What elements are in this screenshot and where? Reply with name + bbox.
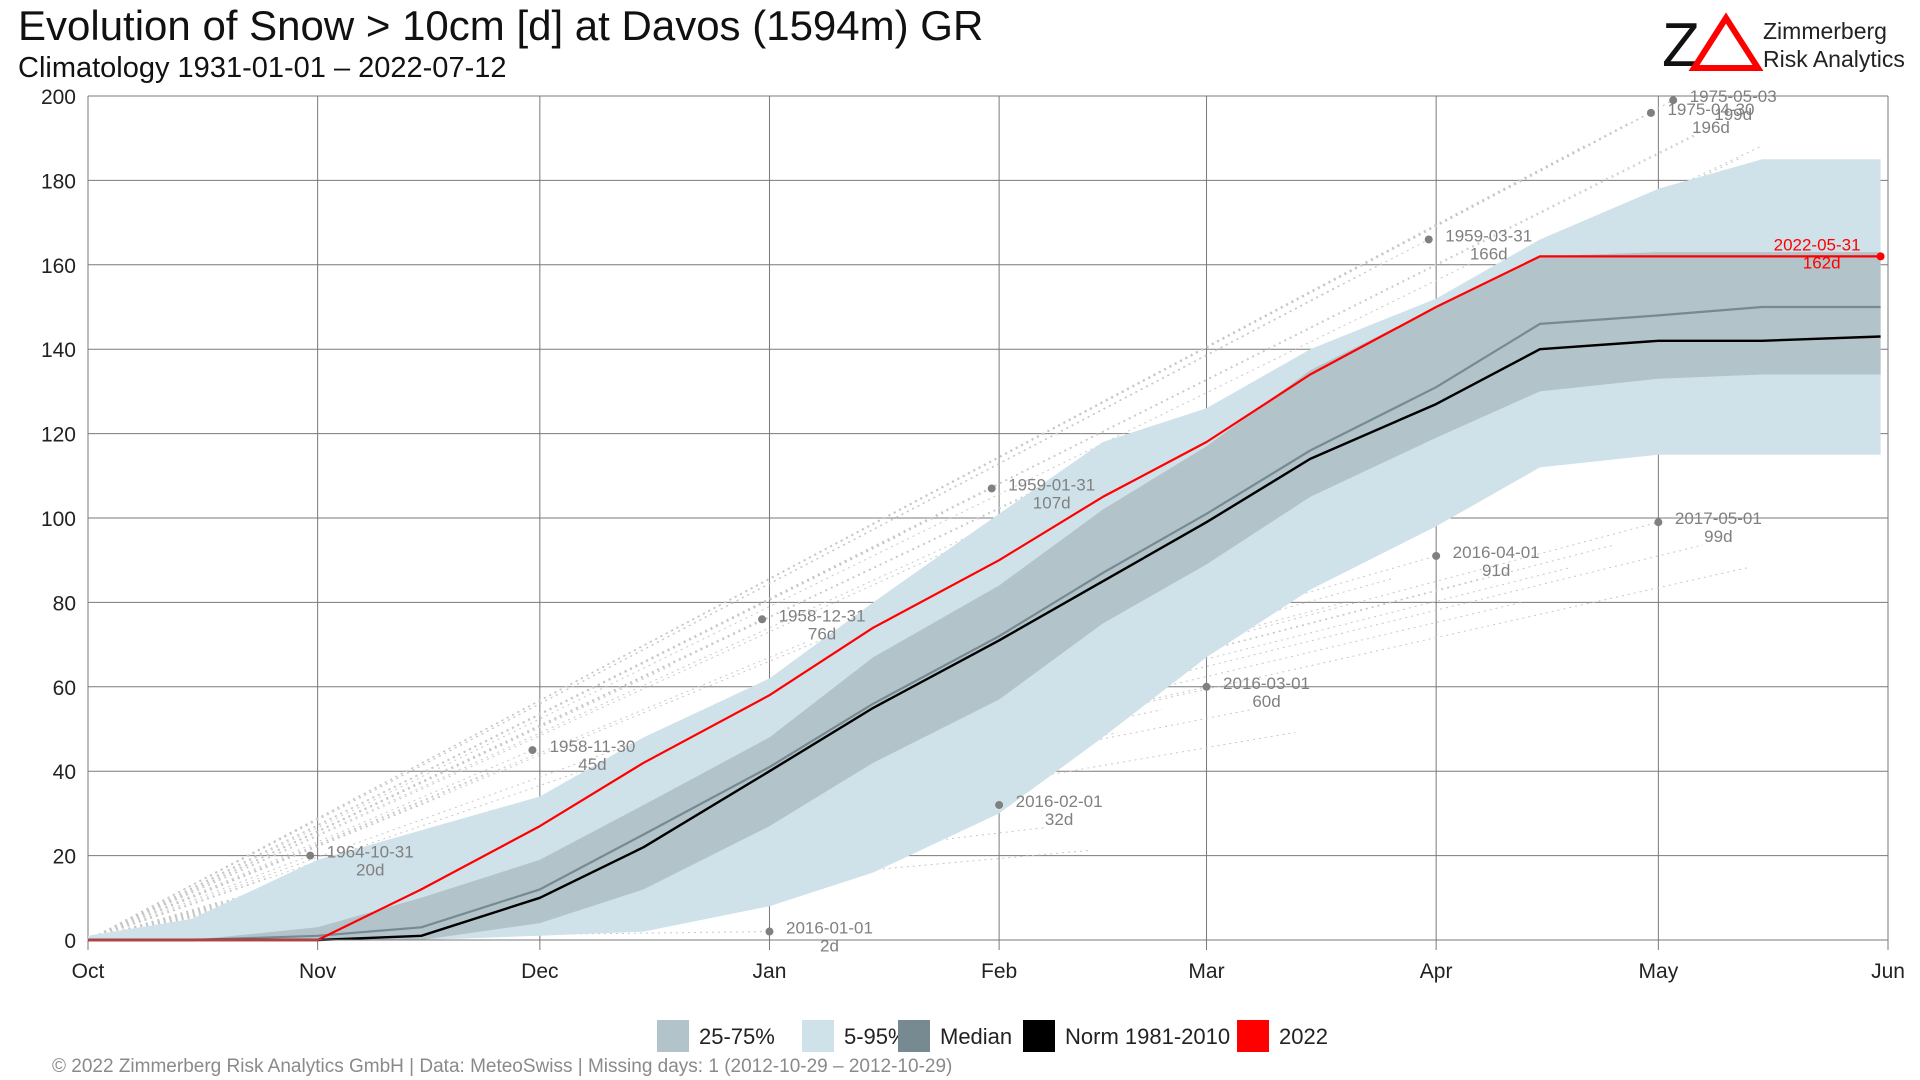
y-tick-label: 140	[41, 339, 76, 362]
band-25-75	[88, 252, 1881, 941]
annotation-value: 20d	[356, 861, 384, 880]
norm-line	[88, 335, 1881, 942]
x-tick-label: Dec	[521, 960, 558, 983]
chart-area: 0 20 40 60 80 100 120 140 160 180 200 Oct Nov Dec Jan F…	[41, 86, 1905, 983]
historical-trace	[87, 749, 533, 941]
historical-trace	[87, 284, 1518, 941]
logo-mark-icon: Z	[1662, 11, 1764, 78]
x-tick-label: Mar	[1188, 960, 1224, 983]
annotation-date: 1958-11-30	[550, 737, 636, 756]
annotation-value: 76d	[808, 624, 836, 643]
x-tick-label: Oct	[72, 960, 105, 983]
annotation-value: 32d	[1045, 810, 1073, 829]
x-tick-label: May	[1639, 960, 1679, 983]
y-tick-label: 160	[41, 255, 76, 278]
annotation-point	[1646, 108, 1655, 117]
annotation-date: 2016-01-01	[786, 919, 873, 938]
y-tick-label: 120	[41, 424, 76, 447]
annotation-point	[1876, 252, 1885, 261]
annotation-date: 1975-05-03	[1690, 87, 1777, 106]
x-tick-label: Jun	[1871, 960, 1905, 983]
annotation-date: 2016-03-01	[1223, 674, 1310, 693]
x-tick-label: Jan	[753, 960, 787, 983]
annotation-point	[1669, 96, 1678, 105]
annotation-value: 196d	[1692, 118, 1730, 137]
historical-trace	[87, 795, 444, 941]
annotation-date: 2017-05-01	[1675, 509, 1762, 528]
legend-swatch	[1237, 1020, 1269, 1052]
annotation-value: 166d	[1470, 244, 1508, 263]
logo-text-line2: Risk Analytics	[1763, 46, 1905, 72]
annotation-date: 2022-05-31	[1774, 235, 1861, 254]
legend-swatch	[898, 1020, 930, 1052]
y-tick-label: 80	[53, 592, 76, 615]
annotation-point	[528, 746, 537, 755]
annotation-point	[765, 927, 774, 936]
y-tick-label: 20	[53, 846, 76, 869]
annotation-date: 1975-04-30	[1667, 100, 1754, 119]
historical-trace	[87, 239, 1429, 941]
company-logo: Z Zimmerberg Risk Analytics	[1660, 8, 1905, 78]
chart-subtitle: Climatology 1931-01-01 – 2022-07-12	[18, 52, 507, 84]
annotation-point	[306, 851, 315, 860]
annotation-value: 162d	[1803, 253, 1841, 272]
legend-swatch	[802, 1020, 834, 1052]
legend-label: Median	[940, 1024, 1013, 1049]
y-tick-label: 200	[41, 86, 76, 109]
year-2022-line	[88, 255, 1881, 942]
annotation-value: 107d	[1033, 493, 1071, 512]
legend-label: 25-75%	[699, 1024, 775, 1049]
chart-title: Evolution of Snow > 10cm [d] at Davos (1…	[18, 2, 984, 49]
annotation-value: 45d	[578, 755, 606, 774]
y-tick-label: 180	[41, 170, 76, 193]
legend-label: Norm 1981-2010	[1065, 1024, 1231, 1049]
annotation-date: 2016-04-01	[1453, 543, 1540, 562]
historical-trace	[87, 900, 222, 941]
annotation-value: 91d	[1482, 561, 1510, 580]
annotation-date: 2016-02-01	[1016, 792, 1103, 811]
legend-swatch	[657, 1020, 689, 1052]
historical-trace	[87, 641, 807, 941]
legend-swatch	[1023, 1020, 1055, 1052]
annotation-point	[758, 615, 767, 624]
x-tick-label: Apr	[1420, 960, 1453, 983]
legend-label: 5-95%	[844, 1024, 908, 1049]
annotation-value: 99d	[1704, 527, 1732, 546]
annotation-point	[987, 484, 996, 493]
y-tick-label: 100	[41, 508, 76, 531]
median-line	[88, 305, 1881, 942]
annotation-value: 2d	[820, 937, 839, 956]
annotation-point	[1202, 682, 1211, 691]
historical-trace	[87, 122, 1718, 941]
historical-trace	[87, 261, 1474, 941]
historical-trace	[87, 855, 311, 941]
annotation-point	[1432, 551, 1441, 560]
historical-trace	[87, 99, 1674, 941]
logo-text-line1: Zimmerberg	[1763, 18, 1887, 44]
annotation-point	[995, 800, 1004, 809]
historical-trace	[87, 158, 1741, 941]
legend-label: 2022	[1279, 1024, 1328, 1049]
annotation-point	[1424, 235, 1433, 244]
annotation-date: 1958-12-31	[779, 606, 866, 625]
x-tick-label: Nov	[299, 960, 337, 983]
y-tick-label: 60	[53, 677, 76, 700]
footer-credits: © 2022 Zimmerberg Risk Analytics GmbH | …	[52, 1056, 953, 1077]
annotation-date: 1964-10-31	[327, 843, 414, 862]
y-tick-label: 40	[53, 761, 76, 784]
x-tick-label: Feb	[981, 960, 1017, 983]
annotation-date: 1959-01-31	[1008, 475, 1095, 494]
annotation-date: 1959-03-31	[1445, 226, 1532, 245]
annotation-value: 60d	[1252, 692, 1280, 711]
legend: 25-75% 5-95% Median Norm 1981-2010 2022	[0, 1018, 1920, 1058]
annotation-value: 199d	[1714, 105, 1752, 124]
annotation-point	[1654, 518, 1663, 527]
y-tick-label: 0	[64, 930, 76, 953]
